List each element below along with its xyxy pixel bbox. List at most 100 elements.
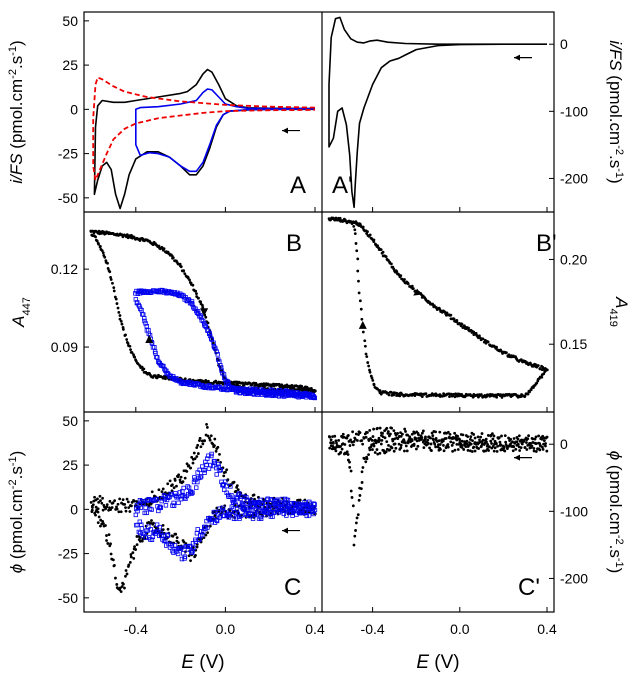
data-point xyxy=(432,429,436,433)
data-point xyxy=(205,328,211,333)
data-point xyxy=(101,496,104,500)
data-point xyxy=(373,439,377,443)
data-point xyxy=(359,307,363,311)
data-point xyxy=(430,431,434,435)
data-point xyxy=(522,439,526,442)
panel-a-prime: 0 -100 -200 xyxy=(328,16,588,212)
data-point xyxy=(363,339,367,343)
data-point xyxy=(187,554,191,558)
data-point xyxy=(100,501,104,505)
data-point xyxy=(534,435,538,439)
data-point xyxy=(195,292,198,296)
data-point xyxy=(369,374,373,378)
data-point xyxy=(175,536,179,539)
data-point xyxy=(453,395,457,399)
data-point xyxy=(198,436,202,440)
data-point xyxy=(460,323,464,326)
data-point xyxy=(449,313,453,317)
data-point xyxy=(96,521,100,525)
y-tick-label: 0 xyxy=(70,501,78,517)
data-point xyxy=(333,434,337,438)
data-point xyxy=(235,382,239,386)
data-point xyxy=(107,533,111,537)
data-point xyxy=(150,534,156,539)
data-point xyxy=(544,444,547,448)
data-point xyxy=(94,238,98,242)
data-point xyxy=(388,390,392,394)
data-point xyxy=(191,283,195,287)
data-point xyxy=(127,344,130,348)
data-point xyxy=(253,497,256,501)
data-point xyxy=(481,395,485,399)
data-point xyxy=(170,489,174,493)
data-point xyxy=(165,533,171,538)
data-point xyxy=(341,432,345,436)
data-point xyxy=(226,515,231,520)
series-b-prime-1-markers xyxy=(327,216,549,399)
data-point xyxy=(350,496,354,499)
data-point xyxy=(226,380,231,386)
data-point xyxy=(110,501,114,505)
data-point xyxy=(489,434,493,438)
data-point xyxy=(150,345,156,350)
y-tick-label: 0.15 xyxy=(560,336,587,352)
data-point xyxy=(305,387,308,391)
data-point xyxy=(337,438,341,442)
data-point xyxy=(90,233,94,237)
data-point xyxy=(371,435,375,438)
series-c-prime-1-markers xyxy=(327,426,549,547)
data-point xyxy=(305,504,310,509)
data-point xyxy=(206,321,210,325)
data-point xyxy=(487,449,490,452)
data-point xyxy=(189,559,192,563)
data-point xyxy=(94,513,97,517)
data-point xyxy=(116,306,120,310)
data-point xyxy=(376,244,379,248)
data-point xyxy=(353,228,357,232)
data-point xyxy=(195,446,199,450)
data-point xyxy=(222,487,227,492)
data-point xyxy=(479,435,483,439)
data-point xyxy=(102,230,106,234)
data-point xyxy=(405,449,409,453)
data-point xyxy=(236,491,242,496)
data-point xyxy=(156,360,162,365)
data-point xyxy=(89,501,93,504)
data-point xyxy=(312,502,317,507)
y-tick-label: -25 xyxy=(58,546,78,562)
data-point xyxy=(109,552,113,556)
data-point xyxy=(328,435,332,439)
series-b-2-markers xyxy=(133,287,318,401)
data-point xyxy=(469,442,473,446)
data-point xyxy=(352,224,356,228)
data-point xyxy=(524,392,528,396)
data-point xyxy=(536,379,540,383)
data-point xyxy=(201,305,205,309)
data-point xyxy=(205,525,210,530)
data-point xyxy=(119,590,123,594)
data-point xyxy=(498,444,502,447)
data-point xyxy=(142,370,146,374)
data-point xyxy=(354,242,358,245)
data-point xyxy=(340,447,344,451)
data-point xyxy=(489,439,493,443)
data-point xyxy=(516,437,520,441)
data-point xyxy=(190,301,195,307)
data-point xyxy=(529,388,533,391)
data-point xyxy=(463,440,466,444)
data-point xyxy=(264,510,270,515)
data-point xyxy=(526,437,530,441)
data-point xyxy=(391,437,394,441)
data-point xyxy=(152,349,158,354)
data-point xyxy=(215,447,219,451)
data-point xyxy=(545,449,549,453)
data-point xyxy=(415,439,419,443)
data-point xyxy=(349,469,353,473)
data-point xyxy=(368,233,372,237)
data-point xyxy=(111,558,115,562)
data-point xyxy=(155,355,160,360)
data-point xyxy=(171,256,175,260)
data-point xyxy=(139,526,145,531)
data-point xyxy=(365,355,369,359)
data-point xyxy=(358,299,362,303)
